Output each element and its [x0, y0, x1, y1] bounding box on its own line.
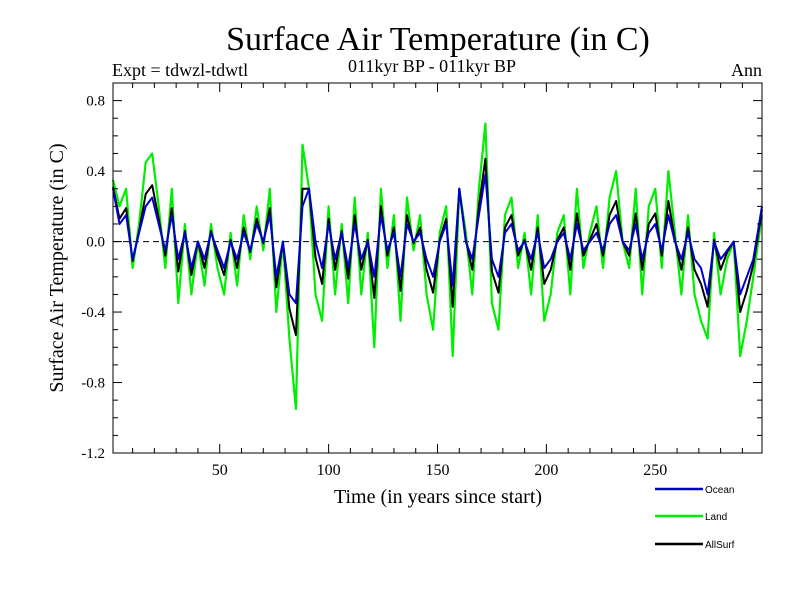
y-tick-label: 0.8: [86, 94, 105, 110]
season-label: Ann: [731, 60, 762, 80]
series-line-land: [111, 122, 764, 411]
y-tick-label: 0.0: [86, 235, 105, 251]
x-tick-label: 250: [643, 462, 667, 479]
y-tick-label: -0.4: [81, 305, 105, 321]
x-axis-label: Time (in years since start): [334, 486, 542, 508]
y-axis-label: Surface Air Temperature (in C): [46, 143, 68, 392]
legend-label-allsurf: AllSurf: [705, 540, 735, 551]
series-line-ocean: [112, 173, 763, 305]
y-tick-label: 0.4: [86, 164, 105, 180]
chart-title: Surface Air Temperature (in C): [226, 21, 650, 58]
legend-label-ocean: Ocean: [705, 485, 734, 496]
experiment-label: Expt = tdwzl-tdwtl: [112, 60, 248, 80]
x-tick-label: 100: [317, 462, 341, 479]
chart-subtitle: 011kyr BP - 011kyr BP: [348, 56, 516, 76]
legend-label-land: Land: [705, 512, 727, 523]
legend: Ocean Land AllSurf: [655, 485, 735, 551]
x-tick-label: 200: [534, 462, 558, 479]
x-tick-label: 50: [212, 462, 228, 479]
series-line-allsurf: [112, 157, 763, 336]
x-tick-label: 150: [426, 462, 450, 479]
plot-area: 50 100 150 200 250 -1.2 -0.8 -0.4 0.0 0.4 0.8: [81, 82, 764, 479]
y-tick-label: -1.2: [81, 446, 105, 462]
y-tick-label: -0.8: [81, 376, 105, 392]
